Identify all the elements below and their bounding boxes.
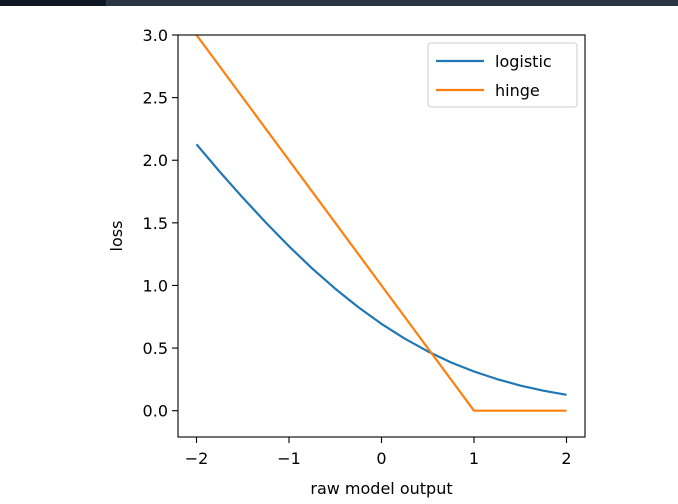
legend-label-hinge: hinge xyxy=(495,81,540,100)
plot-frame xyxy=(177,34,586,438)
x-tick-label: 0 xyxy=(376,449,386,468)
y-tick-label: 2.5 xyxy=(143,89,168,108)
x-tick-label: −1 xyxy=(277,449,301,468)
series-line-logistic xyxy=(195,143,567,396)
x-tick-label: 1 xyxy=(469,449,479,468)
y-tick-label: 0.5 xyxy=(143,339,168,358)
y-tick-label: 1.5 xyxy=(143,214,168,233)
x-axis-ticks: −2 −1 0 1 2 xyxy=(185,437,572,468)
y-tick-label: 0.0 xyxy=(143,402,168,421)
x-tick-label: −2 xyxy=(185,449,209,468)
y-axis-ticks: 0.0 0.5 1.0 1.5 2.0 2.5 3.0 xyxy=(143,26,178,421)
x-tick-label: 2 xyxy=(561,449,571,468)
y-tick-label: 2.0 xyxy=(143,151,168,170)
series-line-hinge xyxy=(195,34,567,412)
x-axis-label: raw model output xyxy=(310,479,452,498)
y-tick-label: 3.0 xyxy=(143,26,168,45)
y-axis-label: loss xyxy=(107,221,126,252)
legend: logistic hinge xyxy=(427,42,578,108)
y-tick-label: 1.0 xyxy=(143,276,168,295)
plot-lines xyxy=(195,34,567,412)
top-bar-accent xyxy=(0,0,106,6)
legend-label-logistic: logistic xyxy=(495,52,552,71)
top-bar xyxy=(0,0,678,6)
